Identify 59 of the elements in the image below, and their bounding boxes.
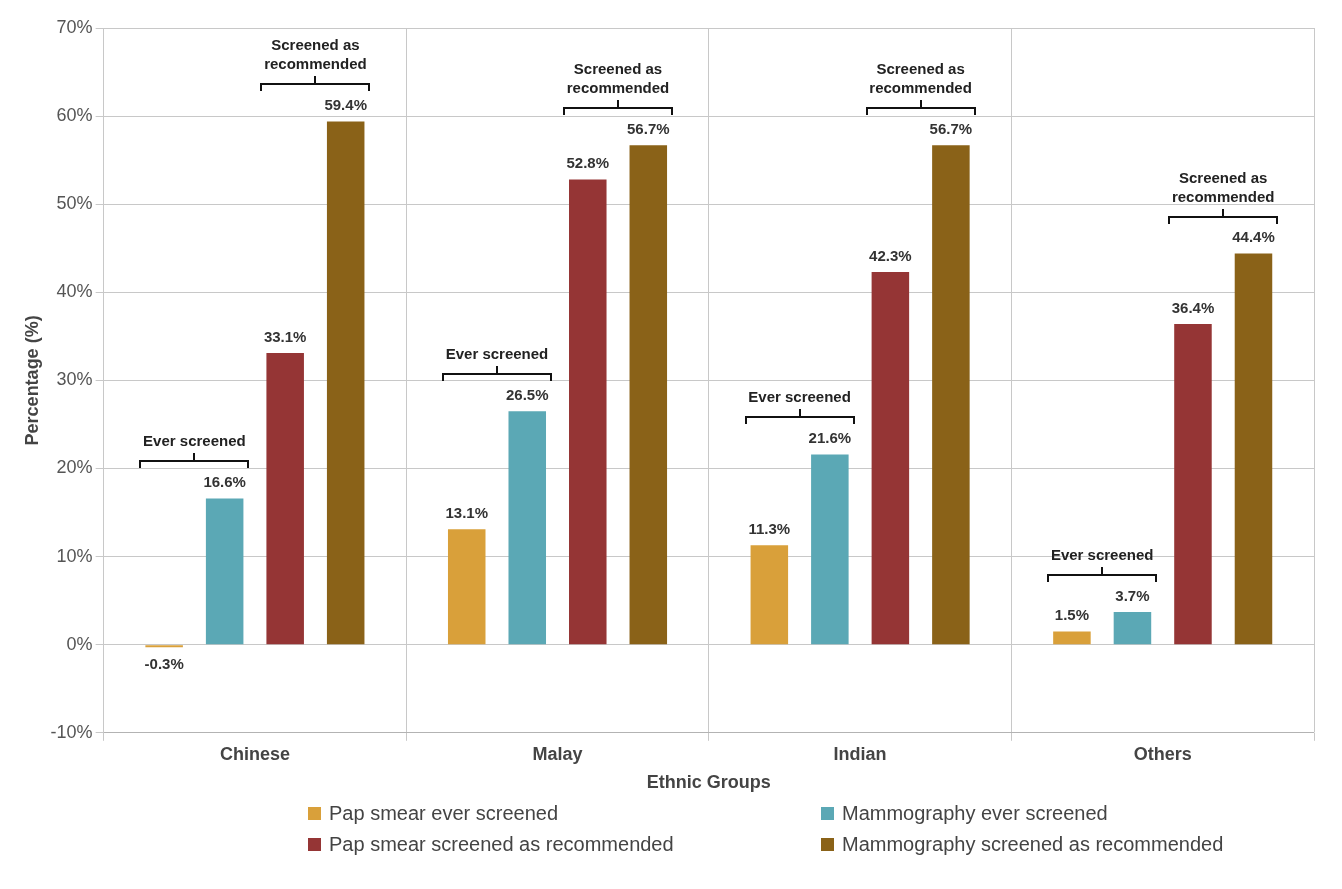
bar — [569, 179, 607, 645]
data-label: 11.3% — [748, 519, 791, 537]
y-tick-label: 10% — [56, 545, 93, 566]
data-label: 36.4% — [1171, 298, 1215, 316]
annotation: Ever screened — [142, 431, 247, 451]
bar — [871, 272, 910, 645]
y-tick-label: 30% — [56, 369, 93, 390]
legend-label: Mammography ever screened — [842, 802, 1108, 825]
annotation: Screened as recommended — [263, 35, 368, 74]
data-label: 1.5% — [1054, 606, 1090, 624]
bar — [629, 145, 668, 645]
bar — [145, 645, 183, 648]
bar — [326, 121, 365, 645]
bar — [266, 353, 304, 645]
bar — [1234, 253, 1273, 645]
data-label: 59.4% — [324, 96, 367, 114]
data-label: 16.6% — [203, 473, 246, 491]
data-label: 52.8% — [566, 154, 610, 172]
x-axis-title: Ethnic Groups — [646, 772, 771, 793]
y-tick-label: 0% — [66, 633, 93, 654]
bar — [932, 145, 970, 645]
bar — [1113, 612, 1152, 645]
data-label: 56.7% — [627, 119, 670, 137]
y-tick-label: 50% — [56, 193, 93, 214]
bar — [750, 545, 789, 645]
x-tick-label: Malay — [532, 743, 583, 764]
data-label: 33.1% — [263, 327, 307, 345]
annotation: Ever screened — [747, 387, 852, 407]
bar — [1174, 324, 1212, 645]
data-label: 3.7% — [1115, 586, 1150, 604]
bar — [447, 529, 486, 645]
data-label: 21.6% — [808, 429, 852, 447]
y-tick-label: 40% — [56, 281, 93, 302]
y-tick-label: 20% — [56, 457, 93, 478]
annotation: Screened as recommended — [868, 59, 973, 98]
data-label: 44.4% — [1232, 228, 1275, 246]
annotation: Ever screened — [444, 344, 550, 364]
data-label: 13.1% — [445, 503, 489, 521]
bar — [1053, 631, 1091, 645]
x-tick-label: Indian — [833, 743, 887, 764]
x-tick-label: Chinese — [219, 743, 290, 764]
annotation: Ever screened — [1049, 545, 1155, 565]
y-tick-label: 70% — [56, 16, 93, 37]
legend-label: Pap smear ever screened — [329, 802, 559, 825]
data-label: -0.3% — [144, 654, 184, 672]
legend-label: Mammography screened as recommended — [842, 833, 1224, 856]
data-label: 42.3% — [869, 246, 912, 264]
bar — [508, 411, 547, 645]
bar — [811, 454, 849, 645]
x-tick-label: Others — [1133, 743, 1192, 764]
annotation: Screened as recommended — [1170, 167, 1276, 206]
data-label: 56.7% — [929, 119, 973, 137]
data-label: 26.5% — [505, 385, 549, 403]
annotation: Screened as recommended — [565, 59, 671, 98]
y-axis-title: Percentage (%) — [21, 315, 42, 446]
bar — [205, 498, 244, 645]
y-tick-label: 60% — [56, 105, 93, 126]
y-tick-label: -10% — [50, 721, 93, 742]
legend-label: Pap smear screened as recommended — [329, 833, 674, 856]
